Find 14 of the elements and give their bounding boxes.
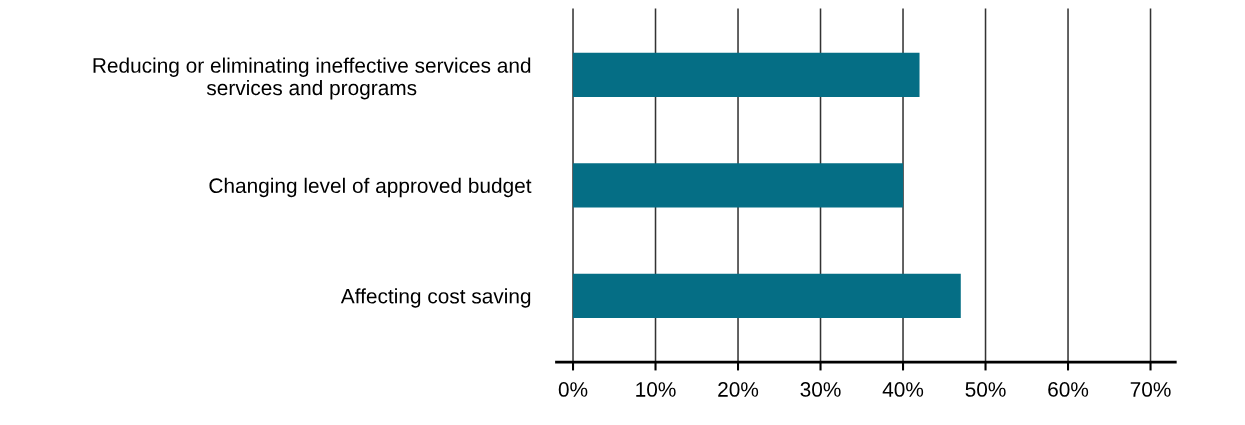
- y-tick-label: Changing level of approved budget: [209, 177, 532, 198]
- bar: [573, 52, 920, 97]
- x-tick-label: 30%: [800, 382, 841, 397]
- bar: [573, 273, 961, 318]
- x-tick-label: 50%: [965, 382, 1006, 397]
- y-tick-label: Affecting cost saving: [340, 288, 531, 308]
- x-tick-label: 40%: [882, 382, 924, 397]
- y-tick-label: Reducing or eliminating ineffective services and services and programs: [93, 57, 531, 100]
- x-tick-label: 20%: [718, 382, 759, 397]
- x-tick-label: 10%: [636, 382, 676, 397]
- x-tick-label: 0%: [558, 382, 588, 397]
- x-tick-label: 70%: [1130, 382, 1171, 397]
- x-tick-label: 60%: [1048, 382, 1089, 397]
- bar: [573, 163, 904, 208]
